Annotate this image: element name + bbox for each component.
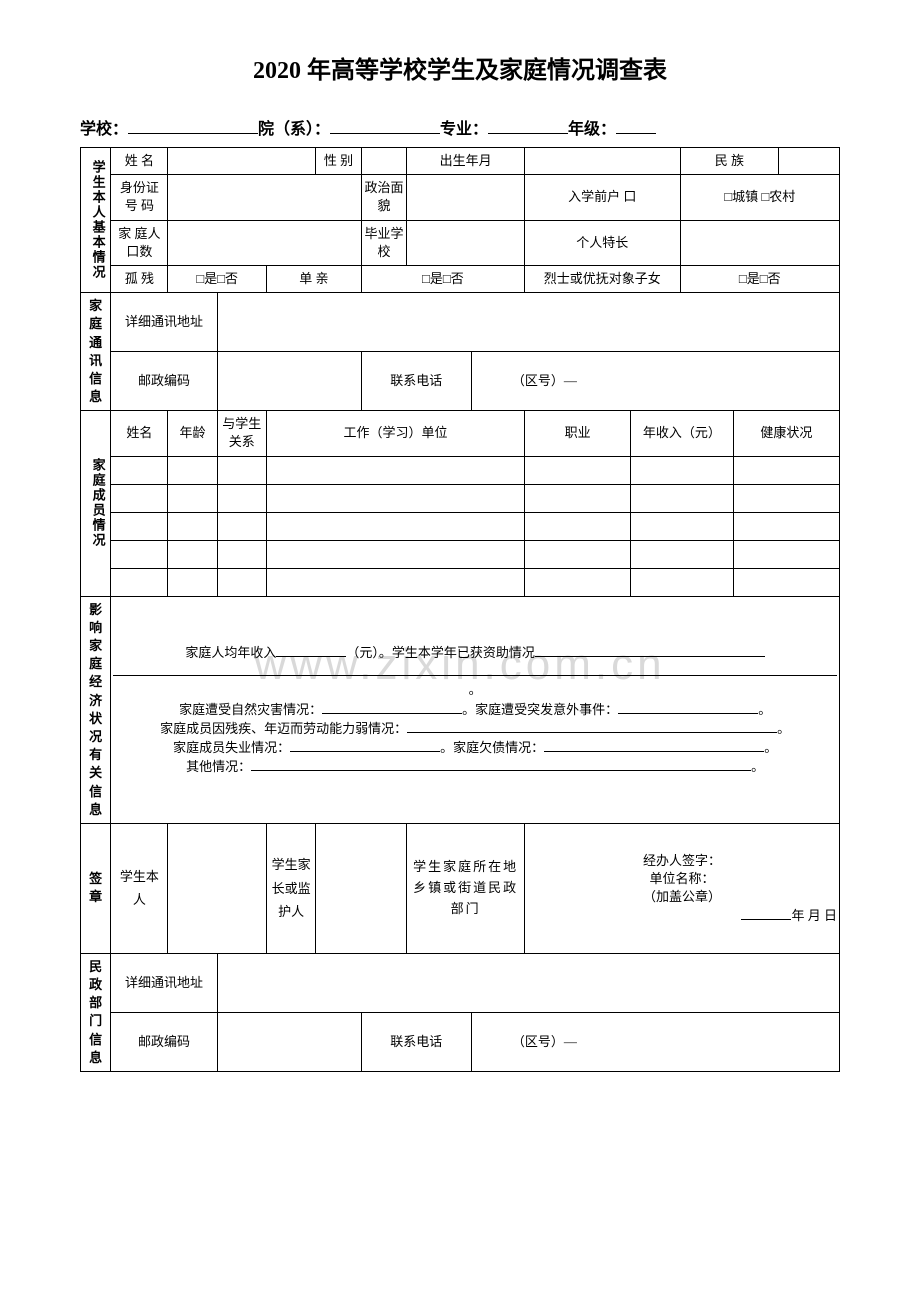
birth-field[interactable] [524,148,680,175]
sign-gov-label: 学生家庭所在地乡镇或街道民政部门 [407,823,525,953]
section-members: 家庭成员情况 [81,411,111,596]
gender-label: 性 别 [316,148,362,175]
orphan-label: 孤 残 [111,265,168,292]
m-income-label: 年收入（元） [631,411,733,456]
section-student: 学生本人基本情况 [81,148,111,293]
m-age-label: 年龄 [168,411,217,456]
gradschool-label: 毕业学校 [361,220,407,265]
civil-zip-field[interactable] [217,1012,361,1071]
major-input[interactable] [488,116,568,134]
hukou-label: 入学前户 口 [524,175,680,220]
main-table: 学生本人基本情况 姓 名 性 别 出生年月 民 族 身份证号 码 政治面貌 入学… [80,147,840,1072]
addr-label: 详细通讯地址 [111,293,217,352]
pol-field[interactable] [407,175,525,220]
civil-zip-label: 邮政编码 [111,1012,217,1071]
grade-label: 年级： [568,115,616,139]
talent-label: 个人特长 [524,220,680,265]
name-field[interactable] [168,148,316,175]
idno-field[interactable] [168,175,362,220]
idno-label: 身份证号 码 [111,175,168,220]
section-sign: 签章 [81,823,111,953]
sign-self-label: 学生本人 [111,823,168,953]
m-row[interactable] [111,568,168,596]
civil-addr-field[interactable] [217,953,839,1012]
header-line: 学校： 院（系）： 专业： 年级： [80,115,840,139]
name-label: 姓 名 [111,148,168,175]
gradschool-field[interactable] [407,220,525,265]
section-contact: 家庭通讯信息 [81,293,111,411]
m-occ-label: 职业 [524,411,630,456]
pol-label: 政治面貌 [361,175,407,220]
zip-label: 邮政编码 [111,352,217,411]
section-civil: 民政部门信息 [81,953,111,1071]
page-title: 2020 年高等学校学生及家庭情况调查表 [80,50,840,85]
section-econ: 影响家庭经济状况有关信息 [81,596,111,823]
talent-field[interactable] [680,220,839,265]
m-work-label: 工作（学习）单位 [266,411,524,456]
sign-guardian-field[interactable] [316,823,407,953]
sign-guardian-label: 学生家长或监护人 [266,823,315,953]
addr-field[interactable] [217,293,839,352]
school-label: 学校： [80,115,128,139]
civil-addr-label: 详细通讯地址 [111,953,217,1012]
martyr-label: 烈士或优抚对象子女 [524,265,680,292]
school-input[interactable] [128,116,258,134]
m-row[interactable] [111,540,168,568]
orphan-opts[interactable]: □是□否 [168,265,267,292]
ethnic-field[interactable] [779,148,840,175]
m-health-label: 健康状况 [733,411,839,456]
sign-self-field[interactable] [168,823,267,953]
ethnic-label: 民 族 [680,148,779,175]
econ-block[interactable]: 家庭人均年收入（元）。学生本学年已获资助情况 。 家庭遭受自然灾害情况：。家庭遭… [111,596,840,823]
m-row[interactable] [111,512,168,540]
major-label: 专业： [440,115,488,139]
zip-field[interactable] [217,352,361,411]
tel-label: 联系电话 [361,352,471,411]
grade-input[interactable] [616,116,656,134]
dept-label: 院（系）： [258,115,330,139]
martyr-opts[interactable]: □是□否 [680,265,839,292]
m-name-label: 姓名 [111,411,168,456]
birth-label: 出生年月 [407,148,525,175]
m-row[interactable] [111,484,168,512]
dept-input[interactable] [330,116,440,134]
sign-gov-block[interactable]: 经办人签字： 单位名称： （加盖公章） 年 月 日 [524,823,839,953]
single-opts[interactable]: □是□否 [361,265,524,292]
gender-field[interactable] [361,148,407,175]
single-label: 单 亲 [266,265,361,292]
civil-tel-field[interactable]: （区号）— [471,1012,839,1071]
famsize-label: 家 庭人口数 [111,220,168,265]
famsize-field[interactable] [168,220,362,265]
hukou-opts[interactable]: □城镇 □农村 [680,175,839,220]
m-row[interactable] [111,456,168,484]
tel-field[interactable]: （区号）— [471,352,839,411]
m-rel-label: 与学生关系 [217,411,266,456]
civil-tel-label: 联系电话 [361,1012,471,1071]
